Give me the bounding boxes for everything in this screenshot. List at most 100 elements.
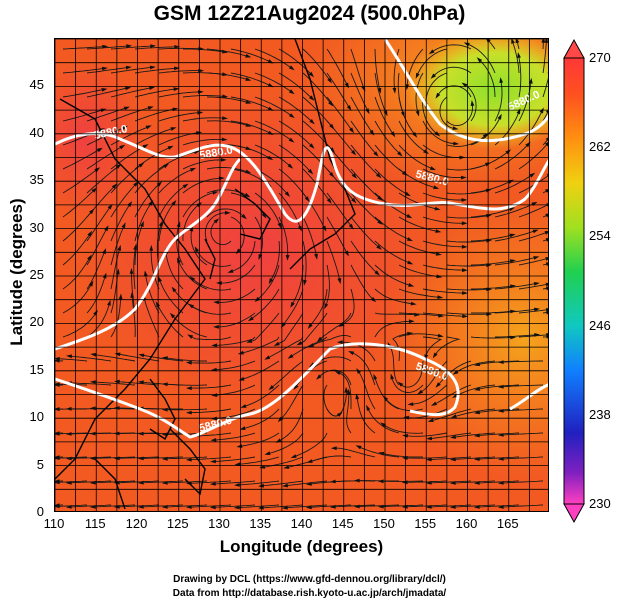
stream-arrowhead bbox=[486, 263, 493, 268]
stream-arrowhead bbox=[510, 309, 517, 314]
stream-arrowhead bbox=[209, 505, 216, 510]
streamline bbox=[470, 234, 513, 242]
streamline bbox=[62, 88, 105, 98]
streamline bbox=[62, 109, 104, 122]
streamline bbox=[374, 168, 409, 196]
stream-arrowhead bbox=[438, 313, 445, 318]
stream-arrowhead bbox=[452, 370, 459, 375]
stream-arrowhead bbox=[437, 333, 444, 338]
stream-arrowhead bbox=[497, 360, 504, 364]
stream-arrowhead bbox=[119, 144, 126, 150]
stream-arrowhead bbox=[344, 82, 349, 89]
stream-arrowhead bbox=[89, 431, 96, 436]
stream-arrowhead bbox=[210, 438, 217, 442]
streamline bbox=[182, 117, 225, 122]
stream-arrowhead bbox=[377, 195, 383, 201]
streamline bbox=[406, 48, 424, 88]
streamline bbox=[398, 216, 439, 232]
streamline bbox=[266, 336, 304, 359]
stream-arrowhead bbox=[401, 480, 408, 485]
streamline bbox=[477, 432, 520, 437]
streamline bbox=[141, 354, 184, 362]
stream-arrowhead bbox=[515, 39, 520, 44]
stream-arrowhead bbox=[327, 77, 332, 84]
stream-arrowhead bbox=[288, 137, 295, 143]
stream-arrowhead bbox=[330, 446, 337, 451]
streamline bbox=[374, 240, 411, 264]
stream-arrowhead bbox=[541, 39, 546, 43]
streamline bbox=[134, 202, 152, 242]
streamline bbox=[518, 334, 548, 338]
stream-arrowhead bbox=[171, 286, 177, 293]
streamline bbox=[110, 66, 153, 74]
streamline bbox=[56, 456, 88, 459]
stream-arrowhead bbox=[545, 262, 548, 266]
streamline bbox=[382, 423, 424, 434]
stream-arrowhead bbox=[533, 256, 540, 260]
x-tick-label: 160 bbox=[455, 516, 478, 531]
streamline bbox=[422, 192, 465, 201]
x-tick-label: 135 bbox=[249, 516, 272, 531]
stream-arrowhead bbox=[517, 52, 521, 59]
stream-arrowhead bbox=[89, 208, 95, 215]
streamline bbox=[477, 384, 520, 390]
streamline bbox=[374, 120, 401, 155]
stream-arrowhead bbox=[173, 87, 180, 92]
streamline bbox=[357, 370, 376, 410]
streamline bbox=[542, 40, 548, 74]
streamline bbox=[189, 360, 232, 364]
streamline bbox=[62, 67, 105, 74]
streamline bbox=[463, 83, 477, 122]
stream-arrowhead bbox=[407, 402, 414, 406]
stream-arrowhead bbox=[407, 331, 414, 336]
stream-arrowhead bbox=[149, 65, 156, 70]
stream-arrowhead bbox=[234, 462, 241, 467]
streamline bbox=[466, 43, 496, 74]
streamline bbox=[206, 48, 249, 57]
streamline bbox=[206, 120, 249, 127]
stream-arrowhead bbox=[212, 191, 219, 195]
streamline bbox=[116, 480, 160, 484]
stream-arrowhead bbox=[545, 257, 548, 261]
stream-arrowhead bbox=[474, 362, 481, 367]
stream-arrowhead bbox=[246, 339, 253, 343]
credit-dcl: Drawing by DCL (https://www.gfd-dennou.o… bbox=[173, 574, 446, 585]
streamline bbox=[140, 504, 184, 508]
stream-arrowhead bbox=[296, 341, 303, 346]
stream-arrowhead bbox=[474, 410, 480, 415]
stream-arrowhead bbox=[461, 244, 468, 249]
streamline bbox=[500, 456, 544, 460]
stream-arrowhead bbox=[401, 456, 408, 460]
stream-arrowhead bbox=[284, 191, 290, 197]
stream-arrowhead bbox=[316, 336, 323, 342]
stream-arrowhead bbox=[545, 238, 548, 242]
streamline bbox=[290, 336, 328, 358]
streamline bbox=[110, 296, 122, 338]
stream-arrowhead bbox=[125, 86, 132, 91]
streamline bbox=[350, 351, 376, 386]
streamline bbox=[399, 360, 424, 388]
streamline bbox=[141, 432, 184, 435]
stream-arrowhead bbox=[485, 214, 492, 218]
stream-arrowhead bbox=[287, 354, 294, 359]
y-tick-label: 15 bbox=[29, 361, 44, 377]
stream-arrowhead bbox=[353, 478, 360, 483]
stream-arrowhead bbox=[392, 87, 397, 94]
stream-arrowhead bbox=[130, 292, 135, 298]
streamline bbox=[250, 288, 280, 320]
stream-arrowhead bbox=[435, 92, 441, 99]
streamline bbox=[204, 212, 228, 242]
stream-arrowhead bbox=[189, 276, 196, 282]
stream-arrowhead bbox=[123, 106, 130, 111]
map-panel: 5880.0 5880.0 5880.0 5880.0 5880.0 5880.… bbox=[54, 38, 549, 512]
streamline bbox=[62, 257, 91, 290]
streamline bbox=[86, 206, 112, 242]
stream-arrowhead bbox=[170, 127, 177, 131]
y-tick-label: 30 bbox=[29, 219, 44, 235]
stream-arrowhead bbox=[346, 105, 352, 111]
streamline bbox=[158, 168, 194, 194]
stream-arrowhead bbox=[289, 113, 295, 119]
stream-arrowhead bbox=[328, 100, 334, 107]
stream-arrowhead bbox=[461, 221, 468, 226]
stream-arrowhead bbox=[244, 192, 251, 198]
